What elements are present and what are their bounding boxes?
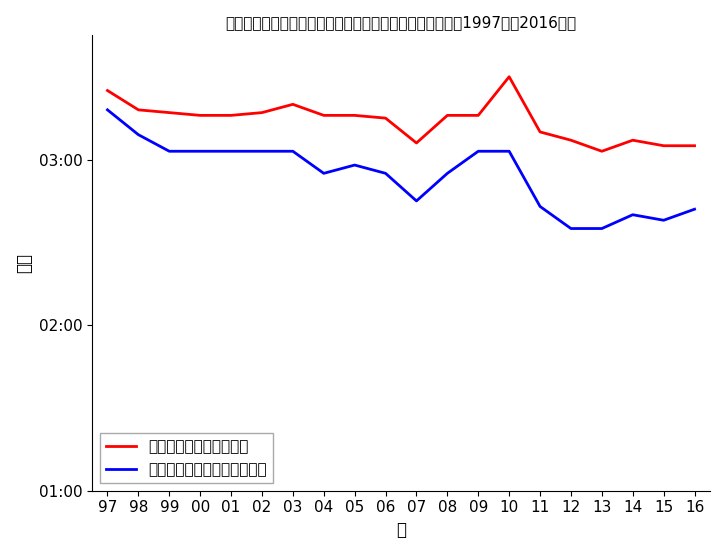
- パフォーマンス時間の中央値: [505, 148, 513, 155]
- 平均パフォーマンス時間: [381, 115, 390, 121]
- Title: 平均パフォーマンス時間とパフォーマンス時間の中央値（1997年〜2016年）: 平均パフォーマンス時間とパフォーマンス時間の中央値（1997年〜2016年）: [225, 15, 576, 30]
- 平均パフォーマンス時間: [690, 142, 699, 149]
- 平均パフォーマンス時間: [443, 112, 452, 119]
- パフォーマンス時間の中央値: [227, 148, 236, 155]
- 平均パフォーマンス時間: [103, 87, 112, 94]
- 平均パフォーマンス時間: [536, 129, 544, 135]
- 平均パフォーマンス時間: [597, 148, 606, 155]
- Legend: 平均パフォーマンス時間, パフォーマンス時間の中央値: 平均パフォーマンス時間, パフォーマンス時間の中央値: [99, 433, 273, 483]
- パフォーマンス時間の中央値: [659, 217, 668, 224]
- Y-axis label: 時間: 時間: [15, 253, 33, 273]
- パフォーマンス時間の中央値: [350, 162, 359, 168]
- パフォーマンス時間の中央値: [381, 170, 390, 177]
- 平均パフォーマンス時間: [320, 112, 328, 119]
- パフォーマンス時間の中央値: [412, 198, 420, 204]
- パフォーマンス時間の中央値: [165, 148, 173, 155]
- パフォーマンス時間の中央値: [289, 148, 297, 155]
- パフォーマンス時間の中央値: [690, 206, 699, 213]
- パフォーマンス時間の中央値: [443, 170, 452, 177]
- パフォーマンス時間の中央値: [536, 203, 544, 210]
- 平均パフォーマンス時間: [257, 109, 266, 116]
- 平均パフォーマンス時間: [412, 140, 420, 146]
- パフォーマンス時間の中央値: [134, 131, 143, 138]
- 平均パフォーマンス時間: [505, 74, 513, 80]
- 平均パフォーマンス時間: [134, 106, 143, 113]
- 平均パフォーマンス時間: [567, 137, 576, 143]
- 平均パフォーマンス時間: [629, 137, 637, 143]
- パフォーマンス時間の中央値: [629, 212, 637, 218]
- Line: パフォーマンス時間の中央値: パフォーマンス時間の中央値: [107, 110, 695, 229]
- パフォーマンス時間の中央値: [474, 148, 483, 155]
- パフォーマンス時間の中央値: [257, 148, 266, 155]
- 平均パフォーマンス時間: [350, 112, 359, 119]
- 平均パフォーマンス時間: [289, 101, 297, 107]
- 平均パフォーマンス時間: [659, 142, 668, 149]
- パフォーマンス時間の中央値: [597, 225, 606, 232]
- 平均パフォーマンス時間: [227, 112, 236, 119]
- パフォーマンス時間の中央値: [567, 225, 576, 232]
- パフォーマンス時間の中央値: [196, 148, 204, 155]
- Line: 平均パフォーマンス時間: 平均パフォーマンス時間: [107, 77, 695, 151]
- 平均パフォーマンス時間: [474, 112, 483, 119]
- パフォーマンス時間の中央値: [103, 106, 112, 113]
- 平均パフォーマンス時間: [165, 109, 173, 116]
- パフォーマンス時間の中央値: [320, 170, 328, 177]
- X-axis label: 年: 年: [396, 521, 406, 539]
- 平均パフォーマンス時間: [196, 112, 204, 119]
